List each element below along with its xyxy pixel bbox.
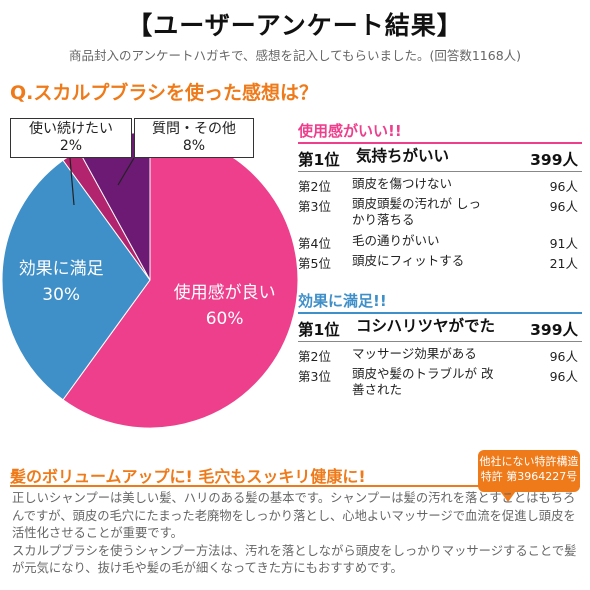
slice-value: 30% bbox=[42, 285, 80, 305]
rank-name: 気持ちがいい bbox=[356, 147, 450, 165]
usability-heading: 使用感がいい!! bbox=[298, 122, 402, 140]
effect-rule bbox=[298, 312, 582, 314]
rank-label: 第1位 bbox=[298, 321, 340, 339]
effect-heading: 効果に満足!! bbox=[298, 292, 387, 310]
rank-count: 91人 bbox=[549, 236, 578, 251]
rank-count: 96人 bbox=[549, 199, 578, 214]
rank-count: 399人 bbox=[530, 151, 578, 169]
rank-label: 第3位 bbox=[298, 369, 331, 384]
slice-label: 効果に満足 bbox=[19, 259, 104, 279]
rank-name: 頭皮を傷つけない bbox=[352, 176, 453, 191]
callout-other-value: 8% bbox=[182, 138, 206, 154]
rank-name: 頭皮にフィットする bbox=[352, 253, 465, 268]
rank-count: 96人 bbox=[549, 179, 578, 194]
callout-continue-label: 使い続けたい bbox=[29, 121, 113, 137]
description-text: 正しいシャンプーは美しい髪、ハリのある髪の基本です。シャンプーは髪の汚れを落とす… bbox=[12, 490, 584, 578]
rank-count: 21人 bbox=[549, 256, 578, 271]
rank-label: 第4位 bbox=[298, 236, 331, 251]
page-title: 【ユーザーアンケート結果】 bbox=[127, 11, 463, 40]
description-paragraph-1: 正しいシャンプーは美しい髪、ハリのある髪の基本です。シャンプーは髪の汚れを落とす… bbox=[12, 491, 576, 540]
rank-count: 96人 bbox=[549, 349, 578, 364]
survey-subtitle: 商品封入のアンケートハガキで、感想を記入してもらいました。(回答数1168人) bbox=[68, 48, 522, 63]
description-paragraph-2: スカルプブラシを使うシャンプー方法は、汚れを落としながら頭皮をしっかりマッサージ… bbox=[12, 543, 577, 576]
rank-count: 96人 bbox=[549, 369, 578, 384]
slice-satisfied-effect bbox=[1, 159, 151, 401]
effect-divider bbox=[298, 341, 582, 342]
rank-name: マッサージ効果がある bbox=[352, 346, 477, 361]
rank-label: 第5位 bbox=[298, 256, 331, 271]
headline-rule bbox=[10, 485, 580, 487]
usability-divider bbox=[298, 171, 582, 172]
question-heading: Q.スカルプブラシを使った感想は？ bbox=[10, 82, 318, 104]
patent-badge-line1: 他社にない特許構造 bbox=[479, 455, 579, 468]
patent-badge-line2: 特許 第3964227号 bbox=[480, 470, 578, 483]
rank-label: 第1位 bbox=[298, 151, 340, 169]
rank-count: 399人 bbox=[530, 321, 578, 339]
slice-label: 使用感が良い bbox=[174, 282, 276, 303]
rank-name: 毛の通りがいい bbox=[352, 233, 440, 248]
headline: 髪のボリュームアップに! 毛穴もスッキリ健康に! bbox=[10, 467, 366, 486]
rank-name: 頭皮や髪のトラブルが 改善された bbox=[352, 366, 494, 397]
callout-other-label: 質問・その他 bbox=[152, 121, 236, 137]
rank-name: コシハリツヤがでた bbox=[356, 317, 496, 335]
callout-continue-value: 2% bbox=[59, 138, 83, 154]
callout-continue: 使い続けたい 2% bbox=[10, 118, 132, 158]
rank-name: 頭皮頭髪の汚れが しっかり落ちる bbox=[352, 196, 481, 227]
leader-line-other bbox=[117, 157, 135, 186]
slice-value: 60% bbox=[206, 309, 244, 329]
rank-label: 第3位 bbox=[298, 199, 331, 214]
leader-line-continue bbox=[69, 157, 75, 206]
callout-leader-lines bbox=[69, 157, 135, 206]
usability-rule bbox=[298, 142, 582, 144]
pie-chart: 使用感が良い 60% 効果に満足 30% bbox=[1, 131, 299, 429]
rank-label: 第2位 bbox=[298, 349, 331, 364]
rank-label: 第2位 bbox=[298, 179, 331, 194]
callout-other: 質問・その他 8% bbox=[134, 118, 254, 158]
